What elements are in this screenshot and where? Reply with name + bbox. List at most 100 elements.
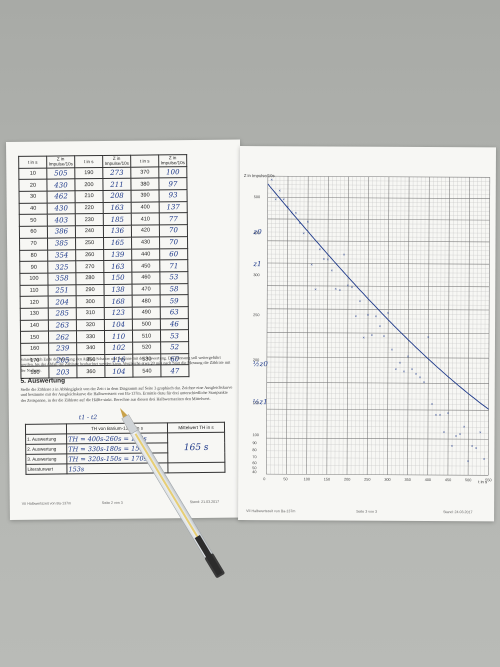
time-cell: 440 bbox=[131, 248, 160, 261]
count-cell: 403 bbox=[47, 214, 76, 227]
time-cell: 110 bbox=[19, 284, 49, 297]
time-cell: 370 bbox=[130, 166, 159, 179]
time-cell: 200 bbox=[74, 178, 104, 191]
footer-mid: Seite 2 von 3 bbox=[101, 500, 123, 506]
time-cell: 30 bbox=[19, 191, 48, 204]
count-cell: 505 bbox=[46, 167, 75, 180]
y-tick-label: 60 bbox=[252, 461, 256, 465]
time-cell: 90 bbox=[19, 261, 48, 274]
data-point: × bbox=[411, 367, 414, 372]
x-axis-label: t in s bbox=[478, 479, 487, 484]
y-tick-label: 80 bbox=[252, 448, 256, 452]
count-cell: 58 bbox=[159, 283, 189, 296]
data-point: × bbox=[447, 411, 450, 416]
data-point: × bbox=[343, 252, 346, 257]
count-cell: 358 bbox=[47, 272, 76, 285]
time-cell: 450 bbox=[131, 260, 160, 273]
data-point: × bbox=[471, 443, 474, 448]
data-point: × bbox=[391, 347, 394, 352]
x-tick-label: 150 bbox=[324, 477, 330, 481]
data-point: × bbox=[279, 188, 282, 193]
y-tick-label: 250 bbox=[253, 313, 259, 317]
data-point: × bbox=[443, 429, 446, 434]
data-point: × bbox=[403, 369, 406, 374]
time-cell: 510 bbox=[132, 330, 161, 343]
grid-major bbox=[266, 175, 491, 476]
x-tick-label: 0 bbox=[263, 477, 265, 481]
count-cell: 71 bbox=[159, 259, 188, 272]
time-cell: 410 bbox=[131, 213, 160, 226]
data-point: × bbox=[307, 219, 310, 224]
data-point: × bbox=[351, 285, 354, 290]
data-point: × bbox=[327, 257, 330, 262]
hand-label-half-z1: ½z1 bbox=[253, 398, 268, 406]
time-cell: 50 bbox=[19, 214, 48, 227]
data-point: × bbox=[375, 314, 378, 319]
time-cell: 150 bbox=[20, 331, 49, 344]
time-cell: 20 bbox=[18, 179, 48, 192]
measurement-table: t in s Z in Impulse/10s t in s Z in Impu… bbox=[18, 154, 189, 379]
count-cell: 110 bbox=[104, 330, 133, 343]
count-cell: 208 bbox=[103, 190, 132, 203]
data-point: × bbox=[423, 380, 426, 385]
count-cell: 430 bbox=[46, 179, 76, 192]
count-cell: 139 bbox=[103, 248, 132, 261]
count-cell: 251 bbox=[47, 284, 77, 297]
footer-left: VII Halbwertszeit von Ba-137m bbox=[246, 509, 295, 513]
data-point: × bbox=[463, 424, 466, 429]
count-cell: 165 bbox=[103, 237, 132, 249]
time-cell: 400 bbox=[131, 201, 160, 214]
count-cell: 104 bbox=[104, 318, 133, 331]
data-point: × bbox=[299, 220, 302, 225]
time-cell: 140 bbox=[20, 319, 49, 332]
eval-row: Literaturwert 153s bbox=[25, 462, 225, 475]
data-point: × bbox=[271, 177, 274, 182]
data-point: × bbox=[395, 366, 398, 371]
data-points: ××××××××××××××××××××××××××××××××××××××××… bbox=[271, 177, 486, 463]
time-cell: 230 bbox=[75, 213, 104, 226]
data-point: × bbox=[467, 458, 470, 463]
x-tick-label: 500 bbox=[465, 478, 471, 482]
data-point: × bbox=[459, 431, 462, 436]
time-cell: 270 bbox=[75, 260, 104, 273]
count-cell: 77 bbox=[159, 213, 188, 226]
data-point: × bbox=[274, 197, 277, 202]
count-cell: 100 bbox=[158, 166, 187, 179]
data-point: × bbox=[435, 412, 438, 417]
time-cell: 340 bbox=[76, 342, 105, 355]
count-cell: 53 bbox=[159, 271, 188, 284]
time-cell: 320 bbox=[76, 319, 105, 332]
data-point: × bbox=[335, 286, 338, 291]
y-tick-label: 40 bbox=[252, 470, 256, 474]
footer-left: VII Halbwertszeit von Ba-137m bbox=[21, 501, 72, 506]
hand-label-z0: z0 bbox=[253, 228, 263, 236]
instruction-text: Schieße nach Ende der Messung den Aufbau… bbox=[20, 354, 231, 373]
time-cell: 40 bbox=[19, 202, 48, 215]
data-point: × bbox=[415, 371, 418, 376]
time-cell: 220 bbox=[75, 202, 104, 215]
time-cell: 380 bbox=[130, 178, 160, 191]
count-cell: 325 bbox=[47, 260, 76, 273]
count-cell: 93 bbox=[159, 189, 188, 202]
x-tick-label: 550 bbox=[485, 478, 491, 482]
worksheet-page-3: 500 400 300 250 200 150 100 90 80 70 60 50 40 0 50 100 1… bbox=[238, 146, 496, 522]
time-cell: 80 bbox=[19, 249, 48, 262]
data-point: × bbox=[295, 210, 298, 215]
count-cell: 185 bbox=[103, 213, 132, 226]
x-tick-label: 50 bbox=[283, 477, 287, 481]
count-cell: 163 bbox=[103, 260, 132, 273]
section-text: Stelle die Zählrate z in Abhängigkeit vo… bbox=[20, 384, 233, 403]
time-cell: 60 bbox=[19, 226, 48, 239]
data-point: × bbox=[479, 430, 482, 435]
data-point: × bbox=[331, 268, 334, 273]
time-cell: 310 bbox=[76, 307, 105, 320]
x-tick-label: 400 bbox=[425, 478, 431, 482]
worksheet-page-2: t in s Z in Impulse/10s t in s Z in Impu… bbox=[6, 139, 244, 520]
data-point: × bbox=[407, 354, 410, 359]
data-point: × bbox=[371, 332, 374, 337]
time-cell: 70 bbox=[19, 237, 48, 250]
footer-mid: Seite 3 von 3 bbox=[356, 510, 377, 514]
time-cell: 330 bbox=[76, 330, 105, 343]
data-point: × bbox=[451, 443, 454, 448]
count-cell: 59 bbox=[160, 294, 189, 307]
